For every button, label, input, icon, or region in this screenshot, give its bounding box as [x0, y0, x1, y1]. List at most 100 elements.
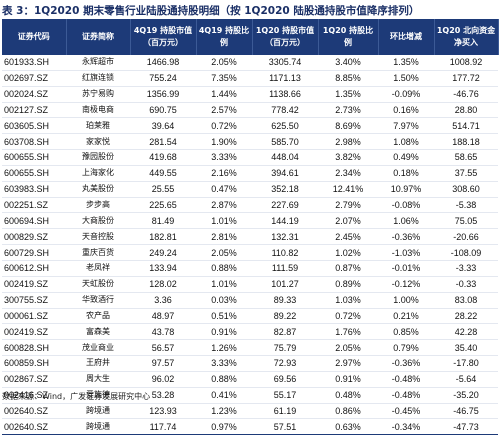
name-cell: 富森美 — [66, 323, 130, 341]
q4-ratio-cell: 2.05% — [196, 244, 252, 261]
net-buy-cell: 58.65 — [434, 149, 498, 166]
table-row: 600655.SH 豫园股份 419.68 3.33% 448.04 3.82% 0.49%… — [2, 149, 498, 166]
table-row: 000061.SZ 农产品 48.97 0.51% 89.22 0.72% 0.21% 28.… — [2, 308, 498, 325]
q4-value-cell: 43.78 — [130, 323, 196, 341]
name-cell: 永辉超市 — [66, 55, 130, 71]
table-row: 300755.SZ 华致酒行 3.36 0.03% 89.33 1.03% 1.00% 83.… — [2, 292, 498, 309]
name-cell: 老凤祥 — [66, 260, 130, 277]
q4-value-cell: 25.55 — [130, 181, 196, 198]
q1-value-cell: 110.82 — [252, 244, 318, 261]
name-cell: 华致酒行 — [66, 292, 130, 309]
net-buy-cell: 83.08 — [434, 292, 498, 309]
code-cell: 600655.SH — [2, 165, 66, 182]
header-1q20-holding-ratio: 1Q20 持股比例 — [318, 19, 379, 55]
q1-value-cell: 227.69 — [252, 197, 318, 214]
net-buy-cell: 42.28 — [434, 323, 498, 341]
q1-ratio-cell: 0.86% — [318, 403, 378, 420]
change-cell: -0.34% — [378, 418, 434, 435]
net-buy-cell: 1008.92 — [434, 55, 498, 71]
q1-value-cell: 132.31 — [252, 228, 318, 246]
name-cell: 丸美股份 — [66, 181, 130, 198]
q1-value-cell: 82.87 — [252, 323, 318, 341]
table-row: 600694.SH 大商股份 81.49 1.01% 144.19 2.07% 1.06% 7… — [2, 212, 498, 230]
q4-value-cell: 117.74 — [130, 418, 196, 435]
name-cell: 跨境通 — [66, 418, 130, 435]
q4-ratio-cell: 1.26% — [196, 339, 252, 357]
name-cell: 农产品 — [66, 308, 130, 325]
q1-value-cell: 352.18 — [252, 181, 318, 198]
header-security-code: 证券代码 — [2, 19, 67, 55]
change-cell: 7.97% — [378, 117, 434, 135]
code-cell: 600612.SH — [2, 260, 66, 277]
q1-ratio-cell: 0.89% — [318, 276, 378, 293]
net-buy-cell: -47.73 — [434, 418, 498, 435]
q1-ratio-cell: 1.35% — [318, 86, 378, 103]
name-cell: 豫园股份 — [66, 149, 130, 166]
change-cell: 1.06% — [378, 212, 434, 230]
q1-value-cell: 3305.74 — [252, 55, 318, 71]
q1-value-cell: 448.04 — [252, 149, 318, 166]
q4-ratio-cell: 1.23% — [196, 403, 252, 420]
q1-ratio-cell: 2.98% — [318, 133, 378, 151]
q4-value-cell: 128.02 — [130, 276, 196, 293]
table-row: 600612.SH 老凤祥 133.94 0.88% 111.59 0.87% -0.01%… — [2, 260, 498, 277]
change-cell: 1.00% — [378, 292, 434, 309]
q4-ratio-cell: 7.35% — [196, 70, 252, 87]
code-cell: 600729.SH — [2, 244, 66, 261]
net-buy-cell: -5.38 — [434, 197, 498, 214]
q4-ratio-cell: 2.16% — [196, 165, 252, 182]
q1-ratio-cell: 2.79% — [318, 197, 378, 214]
q4-value-cell: 225.65 — [130, 197, 196, 214]
code-cell: 000061.SZ — [2, 308, 66, 325]
change-cell: 0.16% — [378, 102, 434, 119]
q4-ratio-cell: 2.87% — [196, 197, 252, 214]
q1-value-cell: 778.42 — [252, 102, 318, 119]
q4-value-cell: 53.28 — [130, 387, 196, 404]
change-cell: -1.03% — [378, 244, 434, 261]
q4-value-cell: 182.81 — [130, 228, 196, 246]
q4-ratio-cell: 3.33% — [196, 355, 252, 372]
q4-ratio-cell: 1.44% — [196, 86, 252, 103]
name-cell: 周大生 — [66, 371, 130, 388]
table-row: 002640.SZ 跨境通 123.93 1.23% 61.19 0.86% -0.45% -… — [2, 403, 498, 420]
q1-ratio-cell: 0.63% — [318, 418, 378, 435]
code-cell: 002419.SZ — [2, 276, 66, 293]
q1-ratio-cell: 8.85% — [318, 70, 378, 87]
q1-value-cell: 1138.66 — [252, 86, 318, 103]
q4-ratio-cell: 0.51% — [196, 308, 252, 325]
change-cell: 0.21% — [378, 308, 434, 325]
code-cell: 000829.SZ — [2, 228, 66, 246]
code-cell: 603983.SH — [2, 181, 66, 198]
net-buy-cell: -17.80 — [434, 355, 498, 372]
q1-value-cell: 101.27 — [252, 276, 318, 293]
code-cell: 600828.SH — [2, 339, 66, 357]
q4-ratio-cell: 3.33% — [196, 149, 252, 166]
header-1q20-net-buy: 1Q20 北向资金净买入 — [434, 19, 499, 55]
table-row: 000829.SZ 天音控股 182.81 2.81% 132.31 2.45% -0.36… — [2, 228, 498, 246]
name-cell: 跨境通 — [66, 403, 130, 420]
q1-ratio-cell: 1.02% — [318, 244, 378, 261]
q1-value-cell: 144.19 — [252, 212, 318, 230]
q1-value-cell: 111.59 — [252, 260, 318, 277]
q4-ratio-cell: 2.05% — [196, 55, 252, 71]
q4-value-cell: 249.24 — [130, 244, 196, 261]
q1-value-cell: 1171.13 — [252, 70, 318, 87]
q4-value-cell: 96.02 — [130, 371, 196, 388]
code-cell: 600859.SH — [2, 355, 66, 372]
code-cell: 300755.SZ — [2, 292, 66, 309]
q4-value-cell: 39.64 — [130, 117, 196, 135]
table-body: 601933.SH 永辉超市 1466.98 2.05% 3305.74 3.40% 1.3… — [2, 55, 498, 435]
table-row: 600859.SH 王府井 97.57 3.33% 72.93 2.97% -0.36% -1… — [2, 355, 498, 372]
table-row: 002419.SZ 富森美 43.78 0.91% 82.87 1.76% 0.85% 42.… — [2, 323, 498, 341]
name-cell: 步步高 — [66, 197, 130, 214]
q1-ratio-cell: 0.87% — [318, 260, 378, 277]
table-row: 002697.SZ 红旗连锁 755.24 7.35% 1171.13 8.85% 1.50… — [2, 70, 498, 87]
net-buy-cell: 28.80 — [434, 102, 498, 119]
change-cell: -0.09% — [378, 86, 434, 103]
code-cell: 002640.SZ — [2, 418, 66, 435]
change-cell: 1.08% — [378, 133, 434, 151]
code-cell: 002867.SZ — [2, 371, 66, 388]
table-row: 002416.SZ 爱施德 53.28 0.41% 55.17 0.48% -0.48% -3… — [2, 387, 498, 404]
q1-ratio-cell: 0.72% — [318, 308, 378, 325]
change-cell: 0.79% — [378, 339, 434, 357]
